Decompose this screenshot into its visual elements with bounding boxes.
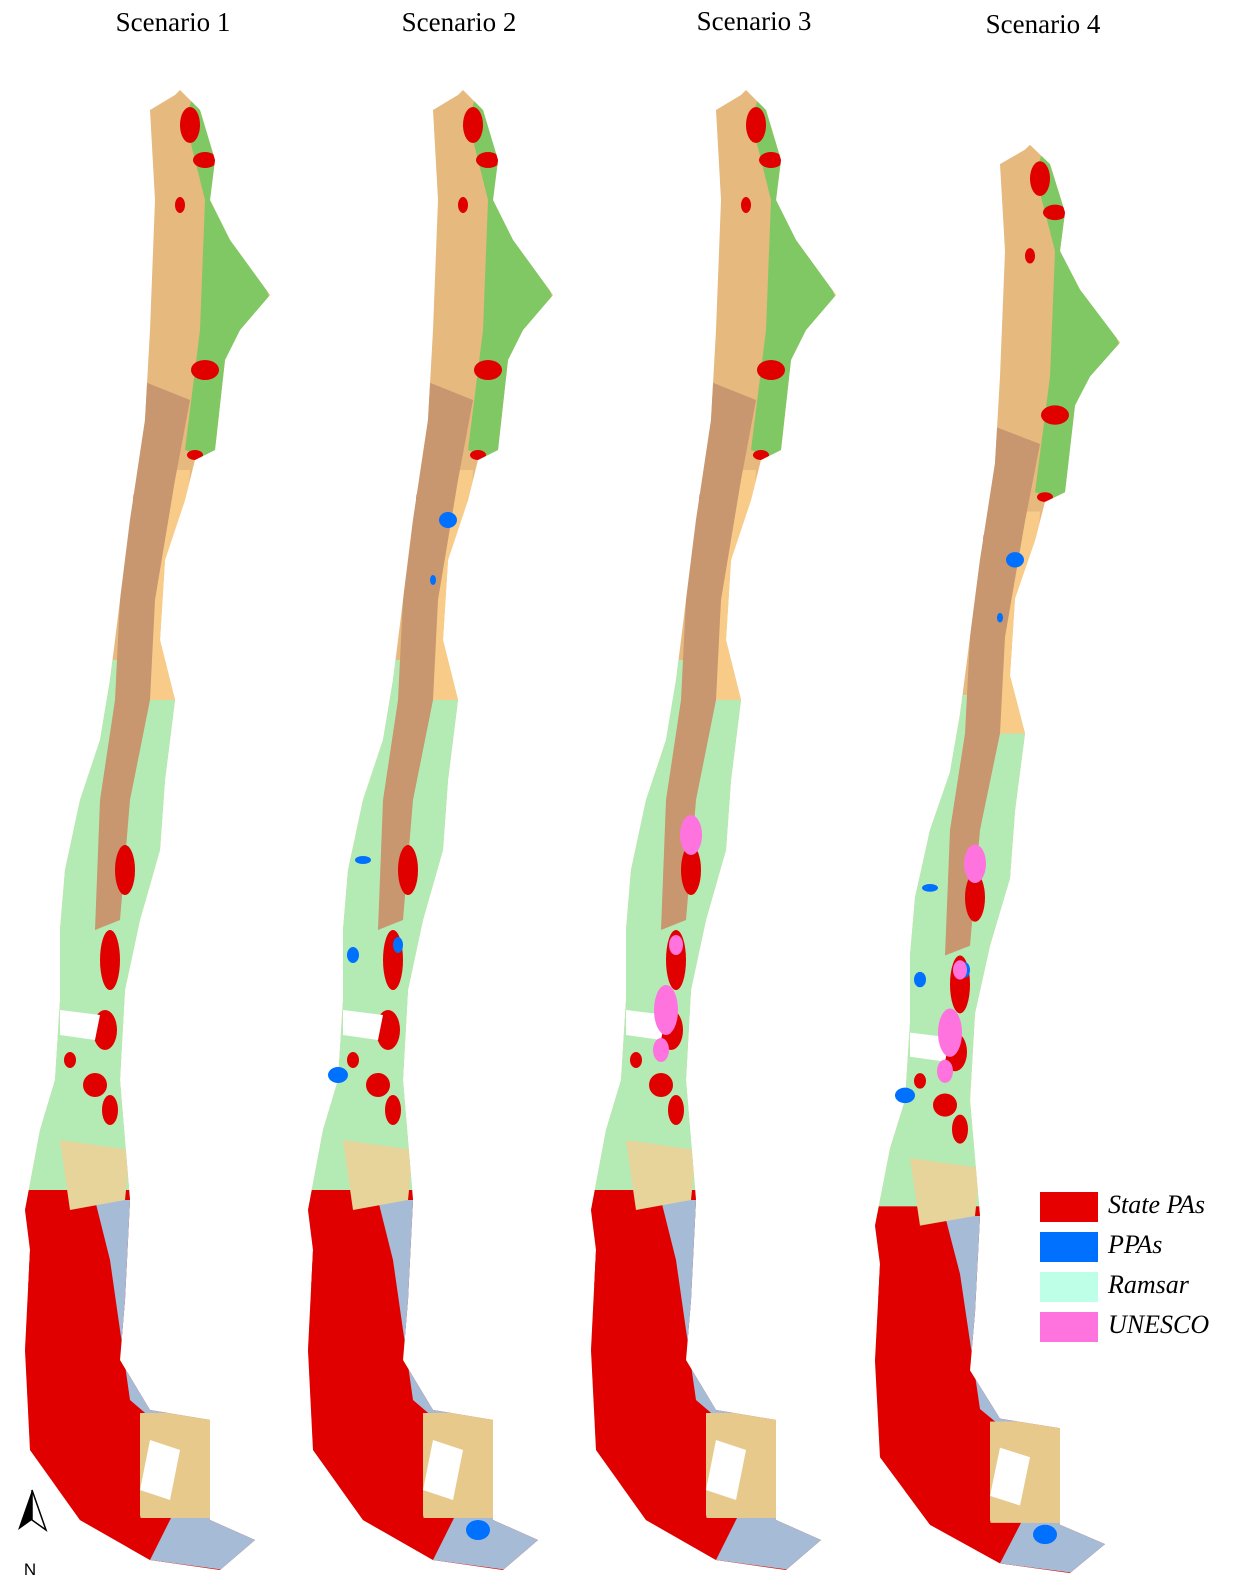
- scenario-title: Scenario 2: [402, 7, 517, 37]
- arrow-half: [18, 1490, 32, 1530]
- legend-swatch: [1040, 1312, 1098, 1342]
- legend-swatch: [1040, 1232, 1098, 1262]
- north-arrow: N: [18, 1490, 46, 1579]
- legend-label: Ramsar: [1107, 1270, 1190, 1299]
- scenario-title: Scenario 3: [697, 6, 812, 36]
- north-label: N: [24, 1560, 36, 1579]
- legend-label: UNESCO: [1108, 1310, 1209, 1339]
- base-map: [850, 135, 1150, 1579]
- arrow-half: [32, 1490, 46, 1530]
- scenario-title: Scenario 1: [116, 7, 231, 37]
- map-scenario-1: [0, 80, 300, 1579]
- base-map: [283, 80, 583, 1579]
- figure: Scenario 1 Scenario 2 Scenario 3 Scenari…: [0, 0, 1252, 1579]
- scenario-title: Scenario 4: [986, 9, 1101, 39]
- legend-swatch: [1040, 1192, 1098, 1222]
- map-scenario-4: [850, 135, 1150, 1579]
- legend-label: PPAs: [1107, 1230, 1162, 1259]
- base-map: [0, 80, 300, 1579]
- base-map: [566, 80, 866, 1579]
- legend-swatch: [1040, 1272, 1098, 1302]
- page: Scenario 1 Scenario 2 Scenario 3 Scenari…: [0, 0, 1252, 1579]
- map-scenario-3: [566, 80, 866, 1579]
- map-scenario-2: [283, 80, 583, 1579]
- legend-label: State PAs: [1108, 1190, 1205, 1219]
- legend: State PAs PPAs Ramsar UNESCO: [1040, 1190, 1209, 1342]
